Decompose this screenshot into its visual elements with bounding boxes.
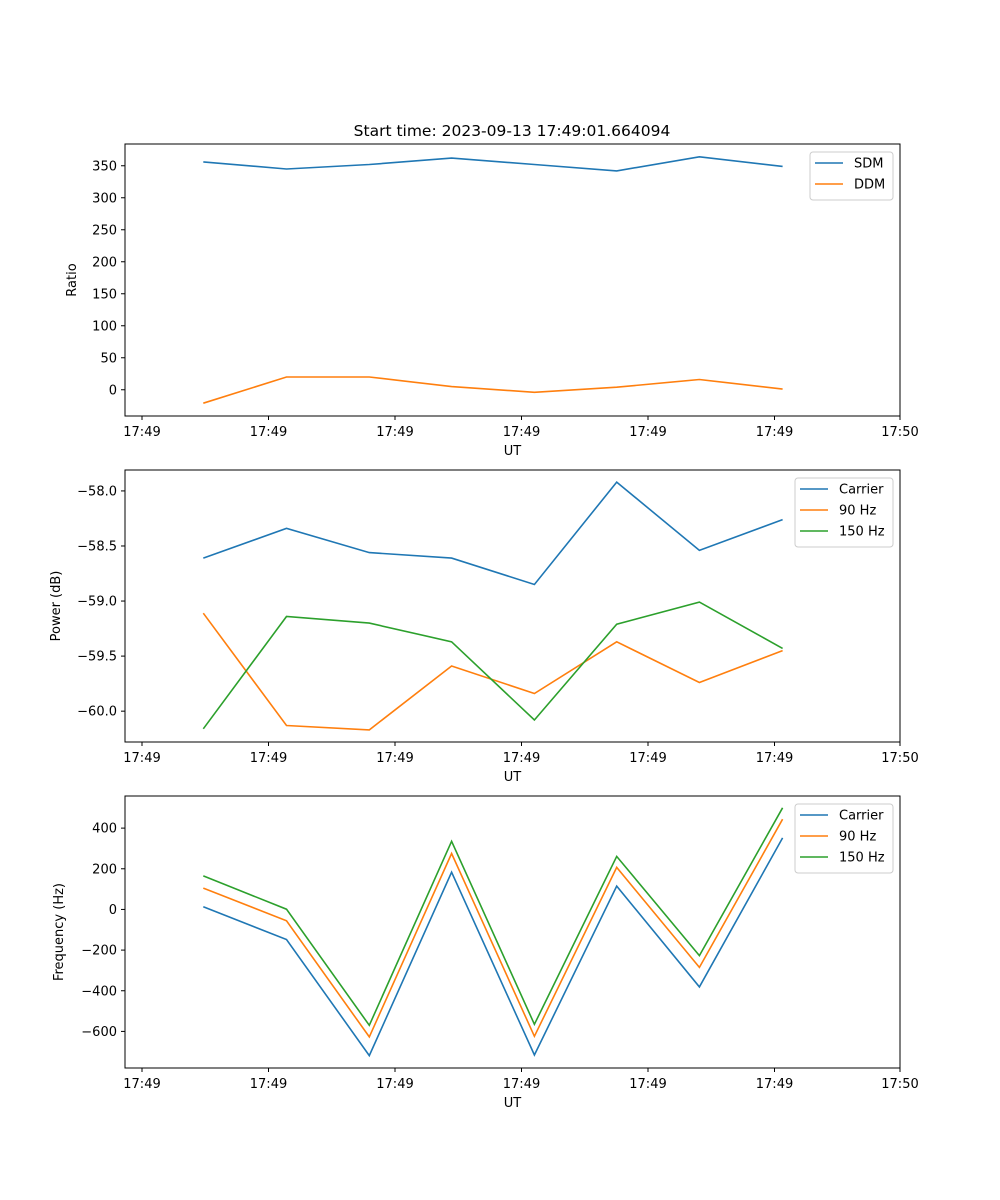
series-line-90-hz bbox=[203, 818, 784, 1039]
y-tick-label: 100 bbox=[92, 319, 117, 334]
x-tick-label: 17:50 bbox=[881, 425, 918, 440]
x-tick-label: 17:49 bbox=[503, 751, 540, 766]
x-tick-label: 17:49 bbox=[123, 1077, 160, 1092]
legend-label: 150 Hz bbox=[839, 851, 885, 866]
axes-frame bbox=[124, 469, 901, 743]
legend-box bbox=[809, 151, 894, 201]
x-tick-label: 17:49 bbox=[756, 425, 793, 440]
y-tick-label: −600 bbox=[81, 1025, 117, 1040]
legend-label: 90 Hz bbox=[839, 830, 876, 845]
y-tick-label: −400 bbox=[81, 984, 117, 999]
y-axis-label: Frequency (Hz) bbox=[52, 883, 67, 981]
x-tick-label: 17:49 bbox=[629, 1077, 666, 1092]
y-tick-label: 350 bbox=[92, 159, 117, 174]
y-tick-label: −200 bbox=[81, 944, 117, 959]
legend-label: Carrier bbox=[839, 483, 884, 498]
y-tick-label: 200 bbox=[92, 255, 117, 270]
series-line-carrier bbox=[203, 837, 784, 1058]
y-tick-label: 400 bbox=[92, 822, 117, 837]
series-line-150-hz bbox=[202, 601, 783, 730]
x-tick-label: 17:49 bbox=[629, 425, 666, 440]
x-tick-label: 17:49 bbox=[503, 425, 540, 440]
x-tick-label: 17:49 bbox=[756, 751, 793, 766]
y-tick-label: −60.0 bbox=[77, 705, 117, 720]
series-line-sdm bbox=[203, 155, 783, 172]
y-tick-label: 50 bbox=[100, 351, 117, 366]
axes-frame bbox=[124, 143, 901, 417]
y-tick-label: 250 bbox=[92, 223, 117, 238]
x-tick-label: 17:49 bbox=[503, 1077, 540, 1092]
x-tick-label: 17:49 bbox=[376, 425, 413, 440]
series-line-ddm bbox=[203, 376, 783, 404]
y-axis-label: Power (dB) bbox=[49, 571, 64, 642]
legend-box bbox=[794, 477, 894, 548]
series-line-carrier bbox=[203, 480, 783, 586]
legend: Carrier 90 Hz 150 Hz bbox=[794, 803, 894, 874]
y-tick-label: 200 bbox=[92, 862, 117, 877]
x-tick-label: 17:49 bbox=[376, 751, 413, 766]
x-tick-label: 17:49 bbox=[629, 751, 666, 766]
y-tick-label: −59.0 bbox=[77, 595, 117, 610]
x-axis-label: UT bbox=[504, 770, 522, 785]
y-tick-label: 150 bbox=[92, 287, 117, 302]
y-tick-label: −58.0 bbox=[77, 484, 117, 499]
x-tick-label: 17:49 bbox=[250, 751, 287, 766]
subplot-1: 17:49 17:49 17:49 17:49 17:49 17:49 17:50 0 50 10… bbox=[65, 143, 919, 459]
x-axis-label: UT bbox=[504, 1096, 522, 1111]
x-tick-label: 17:50 bbox=[881, 1077, 918, 1092]
series-line-150-hz bbox=[203, 807, 784, 1027]
x-tick-label: 17:49 bbox=[756, 1077, 793, 1092]
x-tick-label: 17:49 bbox=[123, 751, 160, 766]
legend-label: 150 Hz bbox=[839, 525, 885, 540]
x-axis-label: UT bbox=[504, 444, 522, 459]
y-tick-label: −58.5 bbox=[77, 539, 117, 554]
x-tick-label: 17:49 bbox=[123, 425, 160, 440]
legend-box bbox=[794, 803, 894, 874]
subplot-3: 17:49 17:49 17:49 17:49 17:49 17:49 17:50 −600 −… bbox=[52, 795, 919, 1111]
x-tick-label: 17:50 bbox=[881, 751, 918, 766]
y-tick-label: 0 bbox=[109, 383, 117, 398]
y-tick-label: 300 bbox=[92, 191, 117, 206]
legend-label: Carrier bbox=[839, 809, 884, 824]
legend-label: DDM bbox=[854, 178, 885, 193]
legend: Carrier 90 Hz 150 Hz bbox=[794, 477, 894, 548]
legend-label: 90 Hz bbox=[839, 504, 876, 519]
legend: SDM DDM bbox=[809, 151, 894, 201]
x-tick-label: 17:49 bbox=[376, 1077, 413, 1092]
subplot-2: 17:49 17:49 17:49 17:49 17:49 17:49 17:50 −60.0… bbox=[49, 469, 919, 785]
axes-frame bbox=[124, 795, 901, 1069]
legend-label: SDM bbox=[854, 157, 883, 172]
x-tick-label: 17:49 bbox=[250, 1077, 287, 1092]
y-axis-label: Ratio bbox=[65, 263, 80, 296]
series-line-90-hz bbox=[202, 612, 783, 731]
y-tick-label: −59.5 bbox=[77, 650, 117, 665]
y-tick-label: 0 bbox=[109, 903, 117, 918]
figure-title: Start time: 2023-09-13 17:49:01.664094 bbox=[354, 122, 671, 140]
x-tick-label: 17:49 bbox=[250, 425, 287, 440]
